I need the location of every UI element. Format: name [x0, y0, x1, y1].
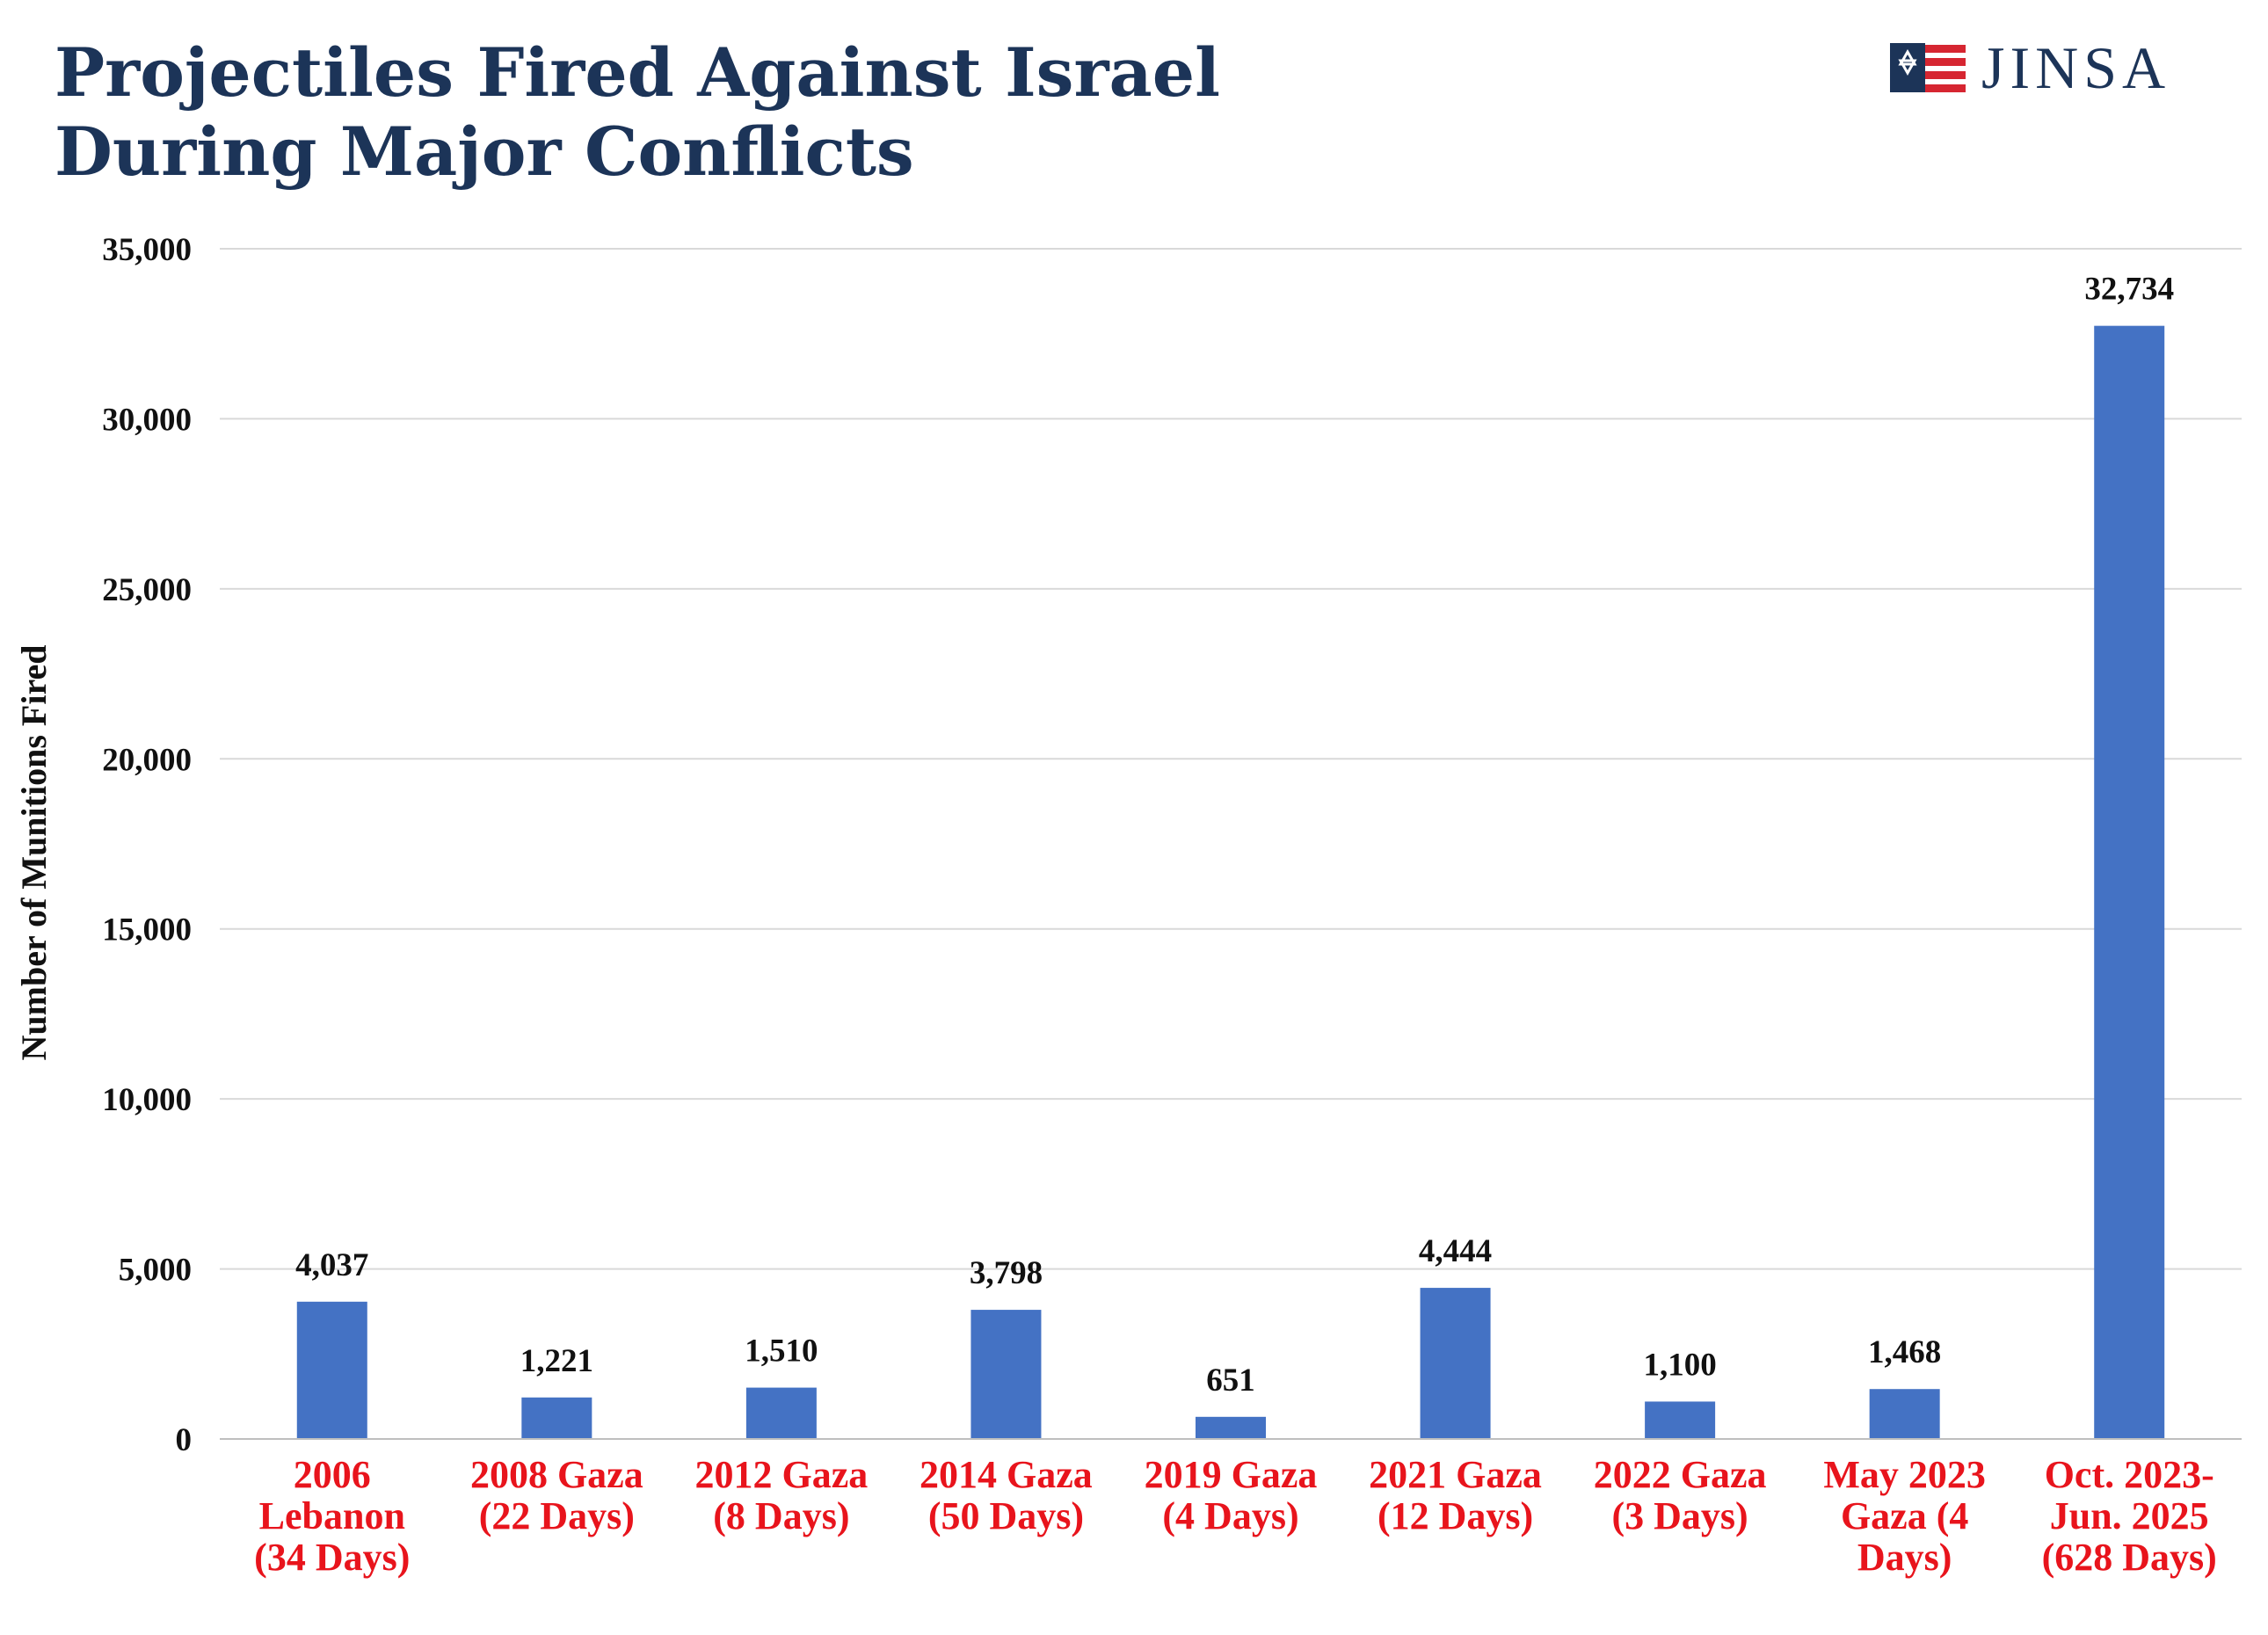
y-tick-label: 15,000: [102, 912, 192, 948]
gridlines: [220, 248, 2242, 1270]
category-label-line: 2019 Gaza: [1145, 1453, 1318, 1496]
bar-value-label: 32,734: [2084, 272, 2174, 308]
bar-value-label: 4,444: [1419, 1233, 1492, 1269]
category-label-line: (3 Days): [1612, 1494, 1748, 1537]
y-tick-label: 20,000: [102, 742, 192, 778]
chart-title: Projectiles Fired Against Israel During …: [55, 33, 1220, 192]
category-label-line: (4 Days): [1162, 1494, 1298, 1537]
category-label-line: Lebanon: [259, 1494, 405, 1537]
category-label: 2012 Gaza (8 Days): [695, 1453, 869, 1537]
category-label-line: (8 Days): [713, 1494, 849, 1537]
category-label-line: (50 Days): [928, 1494, 1084, 1537]
bar: [970, 1310, 1042, 1439]
category-label-line: 2012 Gaza: [695, 1453, 869, 1496]
bar: [521, 1397, 592, 1439]
category-label: 2008 Gaza (22 Days): [470, 1453, 643, 1537]
bar: [745, 1387, 817, 1439]
jinsa-logo: JINSA: [1890, 37, 2170, 98]
y-axis-tick-labels: 0 5,000 10,000 15,000 20,000 25,000 30,000 35,0…: [102, 232, 192, 1458]
bar-value-label: 1,221: [520, 1343, 593, 1379]
bar-value-labels: 4,037 1,221 1,510 3,798 651 4,444 1,100 1,468 32…: [295, 272, 2174, 1399]
category-label: 2006 Lebanon (34 Days): [254, 1453, 410, 1579]
bars: [296, 325, 2165, 1439]
bar-value-label: 1,510: [745, 1333, 818, 1370]
bar: [1869, 1389, 1940, 1439]
x-axis-category-labels: 2006 Lebanon (34 Days)2008 Gaza (22 Days)20…: [254, 1453, 2217, 1579]
bar: [296, 1301, 367, 1439]
category-label-line: Jun. 2025: [2050, 1494, 2209, 1537]
category-label-line: May 2023: [1823, 1453, 1986, 1496]
category-label-line: Oct. 2023-: [2045, 1453, 2214, 1496]
category-label-line: (628 Days): [2042, 1536, 2217, 1579]
category-label: 2014 Gaza (50 Days): [920, 1453, 1093, 1537]
category-label-line: Gaza (4: [1841, 1494, 1968, 1537]
category-label-line: 2008 Gaza: [470, 1453, 643, 1496]
category-label: 2022 Gaza (3 Days): [1594, 1453, 1767, 1537]
bar-value-label: 4,037: [295, 1247, 368, 1283]
category-label: 2021 Gaza (12 Days): [1369, 1453, 1542, 1537]
flag-star-icon: [1890, 43, 1966, 92]
y-tick-label: 10,000: [102, 1082, 192, 1118]
category-label-line: (22 Days): [479, 1494, 635, 1537]
category-label-line: (34 Days): [254, 1536, 410, 1579]
category-label: May 2023 Gaza (4 Days): [1823, 1453, 1986, 1579]
category-label-line: Days): [1857, 1536, 1952, 1579]
category-label: Oct. 2023-Jun. 2025 (628 Days): [2042, 1453, 2217, 1579]
logo-text: JINSA: [1981, 34, 2171, 101]
y-axis-title: Number of Munitions Fired: [14, 645, 54, 1061]
category-label-line: 2022 Gaza: [1594, 1453, 1767, 1496]
bar: [2094, 325, 2165, 1439]
bar-value-label: 1,468: [1868, 1334, 1941, 1370]
bar: [1196, 1416, 1266, 1439]
bar: [1420, 1288, 1491, 1439]
category-label-line: (12 Days): [1378, 1494, 1533, 1537]
bar-value-label: 3,798: [970, 1255, 1043, 1291]
category-label: 2019 Gaza (4 Days): [1145, 1453, 1318, 1537]
category-label-line: 2021 Gaza: [1369, 1453, 1542, 1496]
y-tick-label: 0: [176, 1422, 193, 1458]
y-tick-label: 25,000: [102, 572, 192, 608]
bar-value-label: 1,100: [1643, 1347, 1716, 1383]
bar-value-label: 651: [1206, 1362, 1255, 1399]
chart-title-line-1: Projectiles Fired Against Israel: [55, 33, 1220, 112]
category-label-line: 2006: [294, 1453, 371, 1496]
y-tick-label: 5,000: [119, 1253, 192, 1289]
category-label-line: 2014 Gaza: [920, 1453, 1093, 1496]
chart-title-line-2: During Major Conflicts: [55, 113, 914, 191]
y-tick-label: 35,000: [102, 232, 192, 268]
bar: [1645, 1401, 1716, 1439]
y-tick-label: 30,000: [102, 402, 192, 438]
